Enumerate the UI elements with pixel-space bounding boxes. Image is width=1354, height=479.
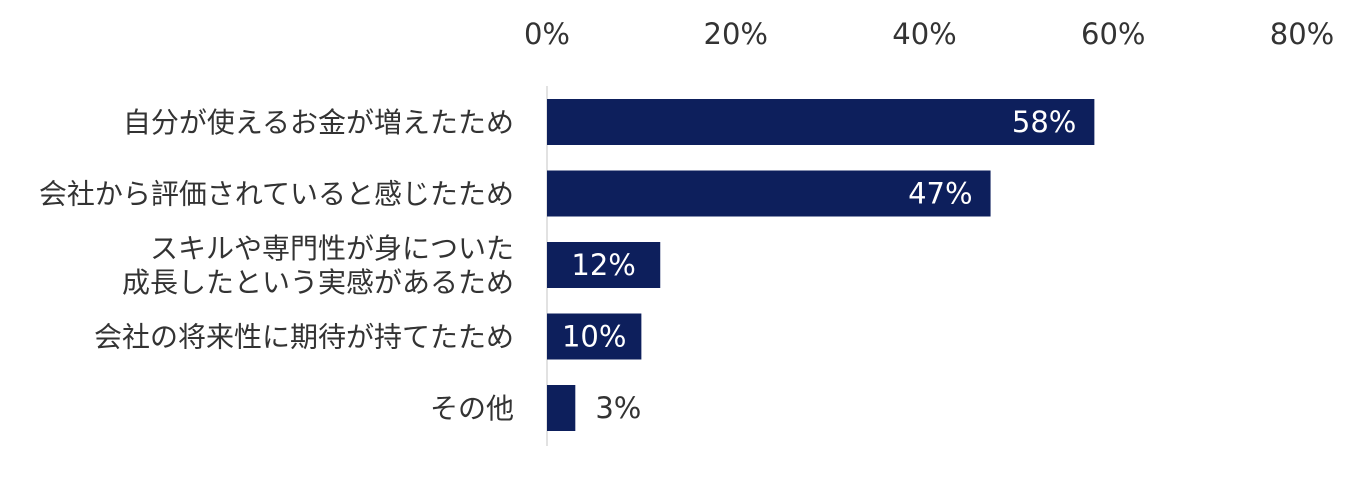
x-axis: 0% 20% 40% 60% 80% — [524, 17, 1334, 51]
category-label: 会社から評価されていると感じたため — [39, 178, 514, 211]
x-tick-label: 60% — [1081, 17, 1145, 51]
x-tick-label: 20% — [704, 17, 768, 51]
data-labels: 58% 47% 12% 10% 3% — [562, 105, 1076, 425]
bar — [547, 385, 576, 431]
category-label: その他 — [430, 392, 514, 425]
bars — [547, 99, 1095, 431]
bar — [547, 313, 642, 360]
x-tick-label: 0% — [524, 17, 570, 51]
data-label: 12% — [571, 248, 635, 282]
category-label-line: その他 — [430, 392, 514, 425]
category-label-line: 成長したという実感があるため — [122, 266, 514, 299]
x-tick-label: 80% — [1270, 17, 1334, 51]
category-label: 会社の将来性に期待が持てたため — [94, 321, 514, 354]
data-label: 47% — [908, 177, 972, 211]
category-label-line: 会社から評価されていると感じたため — [39, 178, 514, 211]
data-label: 3% — [595, 391, 641, 425]
category-label-line: 自分が使えるお金が増えたため — [123, 106, 514, 139]
category-label: 自分が使えるお金が増えたため — [123, 106, 514, 139]
category-label-line: スキルや専門性が身についた — [150, 232, 514, 265]
bar — [547, 99, 1095, 145]
bar — [547, 242, 661, 288]
category-label: スキルや専門性が身についた成長したという実感があるため — [122, 232, 514, 299]
category-label-line: 会社の将来性に期待が持てたため — [94, 321, 514, 354]
x-tick-label: 40% — [892, 17, 956, 51]
category-labels: 自分が使えるお金が増えたため会社から評価されていると感じたためスキルや専門性が身… — [39, 106, 514, 425]
bar — [547, 170, 991, 217]
data-label: 58% — [1012, 105, 1076, 139]
data-label: 10% — [562, 320, 626, 354]
